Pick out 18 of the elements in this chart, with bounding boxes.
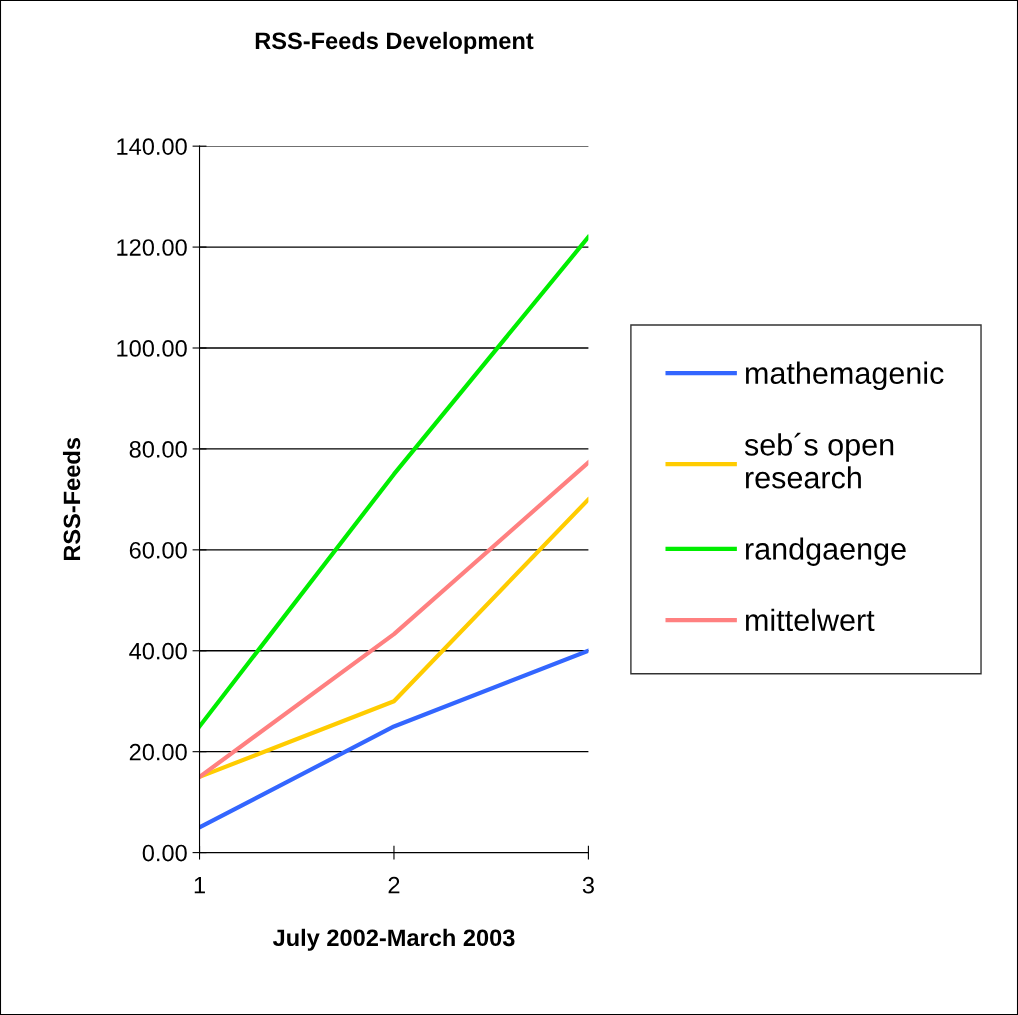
- legend-label: mittelwert: [745, 608, 875, 632]
- y-tick-label: 80.00: [129, 440, 187, 458]
- y-tick-label: 60.00: [129, 541, 187, 559]
- y-tick-label: 40.00: [129, 642, 187, 660]
- y-tick-label: 20.00: [129, 743, 187, 761]
- y-tick-label: 140.00: [117, 138, 187, 155]
- legend-label: randgaenge: [745, 537, 906, 566]
- x-tick-label: 2: [388, 876, 400, 894]
- x-tick-label: 1: [194, 877, 205, 894]
- y-tick-label: 0.00: [142, 844, 187, 862]
- x-tick-label: 3: [582, 876, 594, 894]
- y-tick-label: 100.00: [117, 340, 187, 357]
- x-axis-title: July 2002-March 2003: [272, 928, 515, 951]
- chart-title: RSS-Feeds Development: [255, 31, 534, 54]
- y-axis-title: RSS-Feeds: [62, 438, 81, 561]
- legend-label: mathemagenic: [745, 361, 944, 391]
- y-tick-label: 120.00: [117, 239, 187, 256]
- legend-label: seb´s open research: [744, 432, 894, 489]
